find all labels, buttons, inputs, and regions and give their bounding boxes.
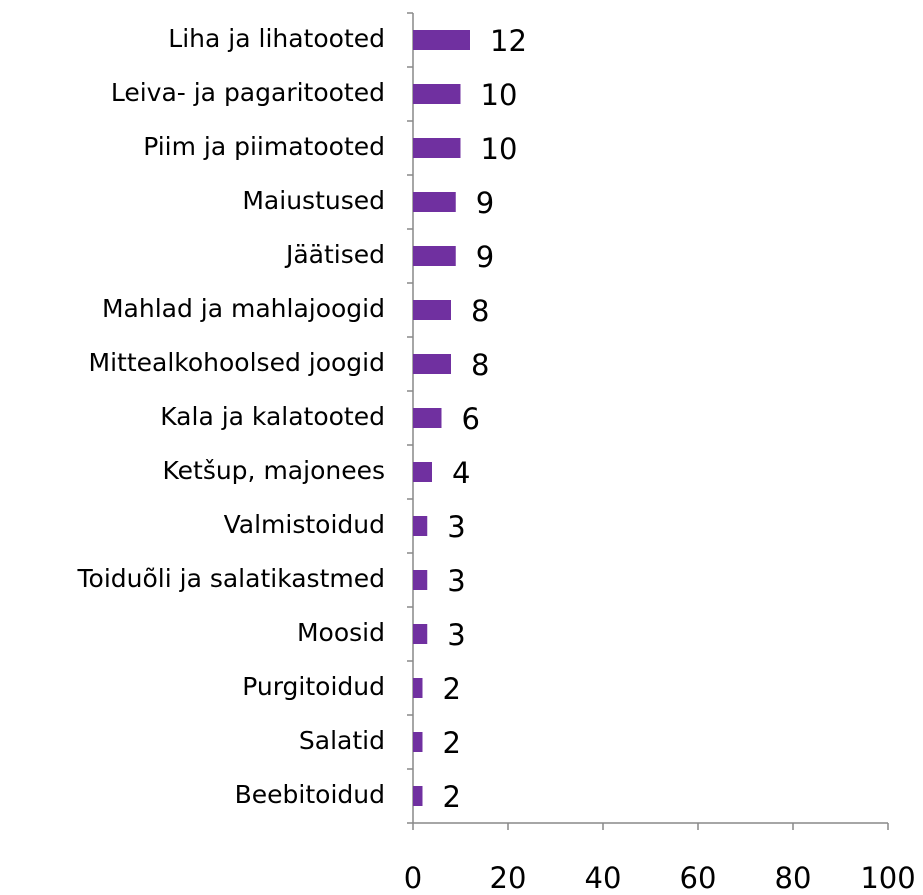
bar	[413, 246, 456, 266]
x-tick-label: 60	[680, 861, 717, 895]
y-tick-label: Moosid	[297, 618, 385, 647]
value-label: 9	[476, 240, 494, 274]
x-tick-label: 0	[404, 861, 422, 895]
bar	[413, 516, 428, 536]
y-tick-label: Beebitoidud	[235, 780, 385, 809]
value-label: 12	[490, 24, 527, 58]
bar	[413, 354, 451, 374]
y-tick-label: Ketšup, majonees	[162, 456, 385, 485]
y-tick-label: Liha ja lihatooted	[168, 24, 385, 53]
y-tick-label: Maiustused	[242, 186, 385, 215]
bar	[413, 570, 428, 590]
value-label: 10	[481, 78, 518, 112]
bar	[413, 300, 451, 320]
bar	[413, 678, 423, 698]
bar	[413, 138, 461, 158]
value-label: 3	[447, 618, 465, 652]
y-tick-label: Purgitoidud	[242, 672, 385, 701]
value-label: 2	[443, 726, 461, 760]
value-label: 3	[447, 564, 465, 598]
bar	[413, 732, 423, 752]
value-label: 2	[443, 672, 461, 706]
bar	[413, 624, 428, 644]
x-tick-label: 100	[860, 861, 915, 895]
bar	[413, 84, 461, 104]
x-tick-label: 40	[585, 861, 622, 895]
bar	[413, 30, 470, 50]
y-tick-label: Mittealkohoolsed joogid	[89, 348, 385, 377]
y-tick-label: Piim ja piimatooted	[143, 132, 385, 161]
value-label: 4	[452, 456, 470, 490]
y-tick-label: Kala ja kalatooted	[160, 402, 385, 431]
value-label: 3	[447, 510, 465, 544]
y-tick-label: Salatid	[299, 726, 385, 755]
y-tick-label: Mahlad ja mahlajoogid	[102, 294, 385, 323]
value-label: 2	[443, 780, 461, 814]
x-tick-label: 20	[490, 861, 527, 895]
value-label: 6	[462, 402, 480, 436]
y-tick-label: Jäätised	[284, 240, 385, 269]
bar	[413, 192, 456, 212]
value-label: 9	[476, 186, 494, 220]
y-tick-label: Leiva- ja pagaritooted	[111, 78, 385, 107]
x-tick-label: 80	[775, 861, 812, 895]
value-label: 8	[471, 348, 489, 382]
value-label: 10	[481, 132, 518, 166]
bar	[413, 462, 432, 482]
y-tick-label: Toiduõli ja salatikastmed	[77, 564, 385, 593]
value-label: 8	[471, 294, 489, 328]
bar	[413, 408, 442, 428]
bar	[413, 786, 423, 806]
y-tick-label: Valmistoidud	[224, 510, 385, 539]
